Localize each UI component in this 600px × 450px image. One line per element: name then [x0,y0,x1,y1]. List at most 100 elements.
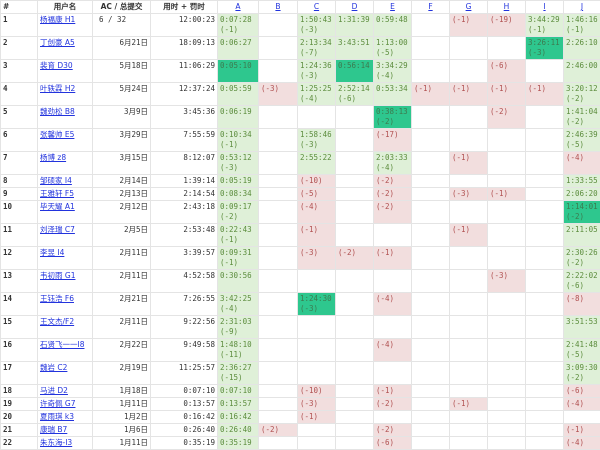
problem-cell-j: 2:26:10 [564,37,600,60]
problem-cell-d [336,424,374,437]
solve-time: 2:46:00 [566,61,598,71]
user-link[interactable]: 叶轶霖 H2 [40,84,75,93]
total-time-cell: 2:53:48 [151,224,218,247]
penalty-count: (-4) [376,163,409,173]
problem-link[interactable]: G [466,2,472,11]
user-link[interactable]: 石贤飞一一I8 [40,340,84,349]
problem-cell-d [336,175,374,188]
user-link[interactable]: 毕天耀 A1 [40,202,75,211]
solve-time: 2:52:14 [338,84,371,94]
problem-cell-j: 2:11:05 [564,224,600,247]
solve-time: 3:42:25 [220,294,256,304]
problem-link[interactable]: D [352,2,358,11]
user-link[interactable]: 夏雨琪 k3 [40,412,74,421]
problem-cell-g: (-1) [450,152,488,175]
ac-count-cell: 1月2日 [93,411,151,424]
problem-cell-g [450,411,488,424]
user-link[interactable]: 邹硕家 I4 [40,176,72,185]
problem-cell-i [526,188,564,201]
user-link[interactable]: 杨福康 H1 [40,15,75,24]
problem-link[interactable]: I [543,2,545,11]
problem-cell-b [259,60,298,83]
user-link[interactable]: 李昱 I4 [40,248,64,257]
problem-cell-i [526,293,564,316]
header-problem-a: A [218,1,259,14]
penalty-count: (-4) [300,94,333,104]
problem-link[interactable]: B [275,2,280,11]
penalty-count: (-2) [220,212,256,222]
user-link[interactable]: 王钰浩 F6 [40,294,74,303]
problem-cell-e [374,270,412,293]
penalty-count: (-4) [566,153,598,163]
problem-cell-h [488,152,526,175]
user-link[interactable]: 魏劲松 B8 [40,107,75,116]
user-link[interactable]: 王文杰/F2 [40,317,74,326]
problem-cell-c [298,362,336,385]
user-link[interactable]: 刘泽瑞 C7 [40,225,75,234]
problem-cell-h: (-1) [488,188,526,201]
problem-cell-f [412,362,450,385]
problem-cell-f [412,14,450,37]
penalty-count: (-3) [300,25,333,35]
penalty-count: (-3) [261,84,295,94]
penalty-count: (-15) [220,373,256,383]
penalty-count: (-2) [376,189,409,199]
ac-count-cell: 2月12日 [93,201,151,224]
solve-time: 0:06:27 [220,38,256,48]
problem-cell-e: (-2) [374,424,412,437]
user-link[interactable]: 马进 D2 [40,386,68,395]
solve-time: 3:20:12 [566,84,598,94]
problem-cell-h: (-6) [488,60,526,83]
total-time-cell: 12:37:24 [151,83,218,106]
rank-cell: 16 [1,339,38,362]
header-problem-i: I [526,1,564,14]
penalty-count: (-3) [490,271,523,281]
user-link[interactable]: 许奇佩 G7 [40,399,75,408]
problem-cell-f [412,339,450,362]
problem-cell-h [488,201,526,224]
rank-cell: 2 [1,37,38,60]
user-cell: 杨博 z8 [38,152,93,175]
solve-time: 0:35:19 [220,438,256,448]
penalty-count: (-10) [300,176,333,186]
header-problem-j: J [564,1,600,14]
penalty-count: (-5) [566,350,598,360]
problem-link[interactable]: H [504,2,510,11]
problem-cell-e: 0:38:13(-2) [374,106,412,129]
problem-cell-d [336,411,374,424]
problem-cell-g [450,385,488,398]
user-link[interactable]: 魏岩 C2 [40,363,67,372]
solve-time: 0:08:34 [220,189,256,199]
problem-link[interactable]: F [428,2,432,11]
penalty-count: (-6) [566,281,598,291]
problem-cell-c: (-4) [298,201,336,224]
user-link[interactable]: 裴育 D30 [40,61,73,70]
rank-cell: 7 [1,152,38,175]
rank-cell: 9 [1,188,38,201]
ac-count-cell: 1月6日 [93,424,151,437]
problem-link[interactable]: J [581,2,583,11]
user-link[interactable]: 韦初雨 G1 [40,271,75,280]
problem-cell-j [564,411,600,424]
problem-link[interactable]: C [314,2,319,11]
user-cell: 许奇佩 G7 [38,398,93,411]
user-link[interactable]: 杨博 z8 [40,153,66,162]
total-time-cell: 11:25:57 [151,362,218,385]
user-link[interactable]: 张馨帅 E5 [40,130,74,139]
user-link[interactable]: 康瑞 B7 [40,425,67,434]
problem-link[interactable]: A [235,2,240,11]
problem-link[interactable]: E [390,2,395,11]
penalty-count: (-7) [300,48,333,58]
user-link[interactable]: 王雅轩 F5 [40,189,74,198]
user-link[interactable]: 朱东海-I3 [40,438,72,447]
problem-cell-f [412,224,450,247]
rank-cell: 1 [1,14,38,37]
header-problem-g: G [450,1,488,14]
penalty-count: (-1) [452,153,485,163]
problem-cell-b: (-2) [259,424,298,437]
user-link[interactable]: 丁创豪 A5 [40,38,75,47]
